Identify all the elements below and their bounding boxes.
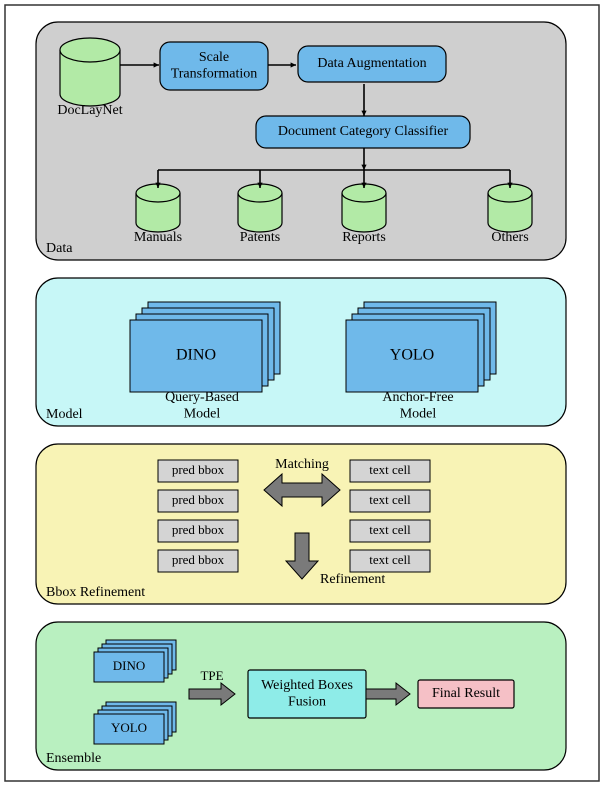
svg-text:Model: Model — [184, 406, 221, 421]
svg-text:Final Result: Final Result — [432, 686, 500, 701]
label-patents: Patents — [240, 230, 280, 245]
label-matching: Matching — [275, 457, 329, 472]
svg-text:YOLO: YOLO — [111, 720, 147, 735]
stack-dino-small: DINO — [94, 640, 176, 682]
label-aug: Data Augmentation — [317, 56, 426, 71]
svg-text:Data Augmentation: Data Augmentation — [317, 56, 426, 71]
cylinder-reports — [342, 184, 386, 232]
stack-yolo-small-label: YOLO — [111, 720, 147, 735]
label-others: Others — [491, 230, 528, 245]
svg-text:Scale: Scale — [199, 50, 229, 65]
svg-text:YOLO: YOLO — [390, 347, 434, 364]
label-doclaynet: DocLayNet — [57, 103, 122, 118]
label-classifier: Document Category Classifier — [278, 124, 449, 139]
label-reports: Reports — [342, 230, 386, 245]
label-text-cell-0: text cell — [369, 462, 411, 477]
svg-text:Document Category Classifier: Document Category Classifier — [278, 124, 449, 139]
label-pred-bbox-3: pred bbox — [172, 552, 225, 567]
svg-text:DINO: DINO — [113, 658, 146, 673]
panel-label-model: Model — [46, 407, 83, 422]
stack-yolo-label: YOLO — [390, 347, 434, 364]
panel-label-data: Data — [46, 241, 73, 256]
label-tpe: TPE — [200, 668, 223, 683]
svg-text:Anchor-Free: Anchor-Free — [382, 390, 453, 405]
label-text-cell-2: text cell — [369, 522, 411, 537]
svg-text:DINO: DINO — [176, 347, 216, 364]
cylinder-others — [488, 184, 532, 232]
label-text-cell-3: text cell — [369, 552, 411, 567]
svg-text:Weighted Boxes: Weighted Boxes — [261, 678, 353, 693]
label-refinement: Refinement — [320, 572, 385, 587]
label-pred-bbox-0: pred bbox — [172, 462, 225, 477]
cylinder-manuals — [136, 184, 180, 232]
label-pred-bbox-2: pred bbox — [172, 522, 225, 537]
label-text-cell-1: text cell — [369, 492, 411, 507]
stack-dino: DINO — [130, 302, 280, 392]
svg-text:Fusion: Fusion — [288, 694, 326, 709]
panel-label-ensemble: Ensemble — [46, 751, 101, 766]
svg-text:Model: Model — [400, 406, 437, 421]
label-manuals: Manuals — [134, 230, 182, 245]
stack-yolo: YOLO — [346, 302, 496, 392]
stack-yolo-small: YOLO — [94, 702, 176, 744]
cylinder-doclaynet — [60, 38, 120, 106]
label-pred-bbox-1: pred bbox — [172, 492, 225, 507]
panel-label-bbox: Bbox Refinement — [46, 585, 145, 600]
stack-dino-label: DINO — [176, 347, 216, 364]
stack-dino-small-label: DINO — [113, 658, 146, 673]
label-final: Final Result — [432, 686, 500, 701]
svg-text:Query-Based: Query-Based — [165, 390, 239, 405]
cylinder-patents — [238, 184, 282, 232]
svg-text:Transformation: Transformation — [171, 66, 258, 81]
